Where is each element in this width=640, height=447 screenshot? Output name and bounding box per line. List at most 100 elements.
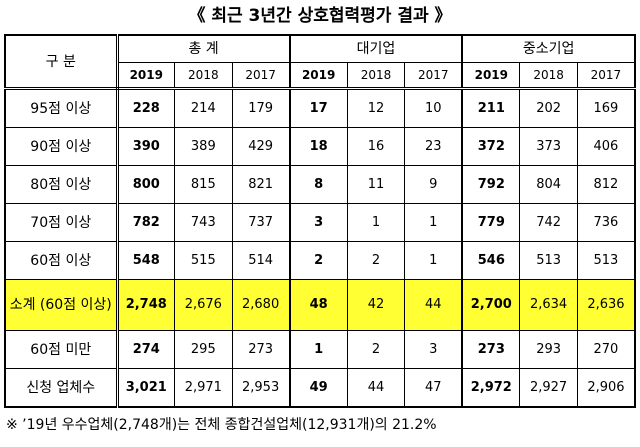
row-label: 80점 이상	[4, 165, 119, 204]
value-cell: 2	[288, 241, 348, 280]
value-cell: 373	[519, 127, 578, 166]
value-cell: 513	[519, 241, 578, 280]
table-row: 60점 이상 548 515 514 2 2 1 546 513 513	[4, 241, 636, 280]
year-header: 2019	[116, 62, 176, 90]
value-cell: 44	[346, 368, 406, 408]
value-cell: 821	[231, 165, 291, 204]
row-label: 60점 이상	[4, 241, 119, 280]
value-cell: 273	[231, 330, 291, 369]
value-cell: 515	[174, 241, 233, 280]
value-cell: 389	[174, 127, 233, 166]
value-cell: 2,953	[231, 368, 291, 408]
value-cell: 293	[519, 330, 578, 369]
value-cell: 12	[346, 88, 406, 128]
footnote: ※ ’19년 우수업체(2,748개)는 전체 종합건설업체(12,931개)의…	[6, 417, 437, 433]
table-row: 90점 이상 390 389 429 18 16 23 372 373 406	[4, 127, 636, 166]
year-header: 2017	[404, 62, 463, 90]
group-header: 중소기업	[461, 34, 636, 63]
value-cell: 2,676	[174, 279, 233, 331]
table-row: 60점 미만 274 295 273 1 2 3 273 293 270	[4, 330, 636, 369]
value-cell: 782	[116, 203, 176, 242]
value-cell: 48	[288, 279, 348, 331]
value-cell: 3,021	[116, 368, 176, 408]
value-cell: 2,636	[576, 279, 636, 331]
value-cell: 737	[231, 203, 291, 242]
year-header: 2017	[576, 62, 636, 90]
value-cell: 742	[519, 203, 578, 242]
value-cell: 513	[576, 241, 636, 280]
table-row: 95점 이상 228 214 179 17 12 10 211 202 169	[4, 88, 636, 128]
value-cell: 9	[404, 165, 463, 204]
value-cell: 804	[519, 165, 578, 204]
value-cell: 1	[346, 203, 406, 242]
row-label: 90점 이상	[4, 127, 119, 166]
row-label: 60점 미만	[4, 330, 119, 369]
value-cell: 2,972	[461, 368, 521, 408]
year-header: 2017	[231, 62, 291, 90]
value-cell: 47	[404, 368, 463, 408]
value-cell: 274	[116, 330, 176, 369]
value-cell: 815	[174, 165, 233, 204]
value-cell: 169	[576, 88, 636, 128]
value-cell: 2,927	[519, 368, 578, 408]
value-cell: 2	[346, 330, 406, 369]
value-cell: 2	[346, 241, 406, 280]
value-cell: 8	[288, 165, 348, 204]
value-cell: 2,906	[576, 368, 636, 408]
year-header: 2019	[288, 62, 348, 90]
value-cell: 2,748	[116, 279, 176, 331]
row-label: 소계 (60점 이상)	[4, 279, 119, 331]
value-cell: 2,634	[519, 279, 578, 331]
value-cell: 179	[231, 88, 291, 128]
title: 《 최근 3년간 상호협력평가 결과 》	[188, 6, 452, 26]
row-label: 신청 업체수	[4, 368, 119, 408]
value-cell: 743	[174, 203, 233, 242]
value-cell: 49	[288, 368, 348, 408]
value-cell: 429	[231, 127, 291, 166]
value-cell: 2,700	[461, 279, 521, 331]
value-cell: 800	[116, 165, 176, 204]
year-row: 2019 2018 2017 2019 2018 2017 2019 2018 2017	[5, 62, 636, 90]
value-cell: 812	[576, 165, 636, 204]
value-cell: 406	[576, 127, 636, 166]
year-header: 2018	[519, 62, 578, 90]
row-label: 95점 이상	[4, 88, 119, 128]
value-cell: 390	[116, 127, 176, 166]
table-row: 80점 이상 800 815 821 8 11 9 792 804 812	[4, 165, 636, 204]
value-cell: 270	[576, 330, 636, 369]
value-cell: 273	[461, 330, 521, 369]
year-header: 2018	[346, 62, 406, 90]
value-cell: 17	[288, 88, 348, 128]
value-cell: 42	[346, 279, 406, 331]
value-cell: 211	[461, 88, 521, 128]
value-cell: 2,971	[174, 368, 233, 408]
value-cell: 44	[404, 279, 463, 331]
value-cell: 3	[288, 203, 348, 242]
table-row: 소계 (60점 이상) 2,748 2,676 2,680 48 42 44 2,700 2,6…	[4, 279, 636, 331]
value-cell: 372	[461, 127, 521, 166]
value-cell: 548	[116, 241, 176, 280]
value-cell: 11	[346, 165, 406, 204]
corner-cell: 구 분	[4, 34, 119, 90]
group-header: 총 계	[116, 34, 291, 63]
value-cell: 792	[461, 165, 521, 204]
value-cell: 16	[346, 127, 406, 166]
value-cell: 228	[116, 88, 176, 128]
table-row: 신청 업체수 3,021 2,971 2,953 49 44 47 2,972 2,927 2,9…	[4, 368, 636, 408]
value-cell: 18	[288, 127, 348, 166]
year-header: 2019	[461, 62, 521, 90]
value-cell: 202	[519, 88, 578, 128]
value-cell: 295	[174, 330, 233, 369]
value-cell: 1	[404, 203, 463, 242]
value-cell: 546	[461, 241, 521, 280]
value-cell: 1	[288, 330, 348, 369]
value-cell: 10	[404, 88, 463, 128]
value-cell: 736	[576, 203, 636, 242]
value-cell: 2,680	[231, 279, 291, 331]
value-cell: 779	[461, 203, 521, 242]
group-header: 대기업	[288, 34, 463, 63]
